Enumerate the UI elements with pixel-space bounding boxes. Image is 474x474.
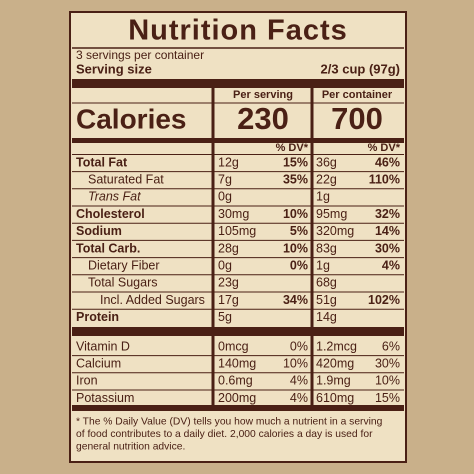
daily-value: 35% (283, 172, 308, 186)
nutrient-name: Calcium (76, 356, 121, 370)
calories-label: Calories (76, 103, 187, 134)
amount: 51g (316, 293, 337, 307)
calories-serving: 230 (237, 101, 289, 136)
daily-value: 102% (368, 293, 400, 307)
nutrient-name: Vitamin D (76, 339, 130, 353)
daily-value: 6% (382, 339, 400, 353)
nutrient-name: Cholesterol (76, 207, 145, 221)
daily-value: 15% (283, 155, 308, 169)
daily-value: 10% (283, 241, 308, 255)
nutrient-name: Protein (76, 310, 119, 324)
footnote-line: of food contributes to a daily diet. 2,0… (76, 429, 373, 440)
amount: 83g (316, 241, 337, 255)
amount: 0g (218, 190, 232, 204)
amount: 68g (316, 276, 337, 290)
amount: 0g (218, 258, 232, 272)
daily-value: 15% (375, 391, 400, 405)
daily-value: 10% (283, 207, 308, 221)
daily-value: 32% (375, 207, 400, 221)
nutrient-name: Iron (76, 374, 98, 388)
amount: 5g (218, 310, 232, 324)
daily-value: 4% (290, 374, 308, 388)
nutrient-name: Total Sugars (88, 276, 157, 290)
title: Nutrition Facts (128, 15, 348, 47)
amount: 1.2mcg (316, 339, 357, 353)
daily-value: 34% (283, 293, 308, 307)
amount: 200mg (218, 391, 256, 405)
daily-value: 14% (375, 224, 400, 238)
amount: 0mcg (218, 339, 249, 353)
daily-value: 4% (382, 258, 400, 272)
daily-value: 0% (290, 258, 308, 272)
daily-value: 0% (290, 339, 308, 353)
dv-header: % DV* (368, 142, 401, 154)
amount: 23g (218, 276, 239, 290)
nutrient-name: Total Carb. (76, 241, 140, 255)
footnote-line: general nutrition advice. (76, 442, 185, 453)
amount: 14g (316, 310, 337, 324)
amount: 140mg (218, 356, 256, 370)
amount: 0.6mg (218, 374, 253, 388)
serving-size-value: 2/3 cup (97g) (321, 61, 400, 76)
nutrient-name: Dietary Fiber (88, 258, 160, 272)
daily-value: 4% (290, 391, 308, 405)
daily-value: 110% (369, 172, 400, 186)
servings: 3 servings per container (76, 48, 204, 62)
amount: 36g (316, 155, 337, 169)
daily-value: 5% (290, 224, 308, 238)
serving-size-label: Serving size (76, 61, 152, 76)
amount: 610mg (316, 391, 354, 405)
daily-value: 30% (375, 241, 400, 255)
thick-rule (72, 79, 404, 88)
per-container-label: Per container (322, 89, 393, 101)
amount: 105mg (218, 224, 256, 238)
nutrient-name: Saturated Fat (88, 172, 164, 186)
medium-rule (72, 138, 404, 143)
thick-rule (72, 327, 404, 336)
amount: 1g (316, 190, 330, 204)
amount: 1.9mg (316, 374, 351, 388)
daily-value: 10% (375, 374, 400, 388)
daily-value: 30% (375, 356, 400, 370)
per-serving-label: Per serving (233, 89, 293, 101)
amount: 12g (218, 155, 239, 169)
amount: 420mg (316, 356, 354, 370)
daily-value: 46% (375, 155, 400, 169)
amount: 95mg (316, 207, 347, 221)
amount: 30mg (218, 207, 249, 221)
footnote-line: * The % Daily Value (DV) tells you how m… (76, 417, 383, 428)
daily-value: 10% (283, 356, 308, 370)
nutrient-name: Incl. Added Sugars (100, 293, 205, 307)
amount: 320mg (316, 224, 354, 238)
nutrient-name: Potassium (76, 391, 134, 405)
nutrient-name: Sodium (76, 224, 122, 238)
amount: 22g (316, 172, 337, 186)
amount: 17g (218, 293, 239, 307)
thick-rule (72, 405, 404, 411)
amount: 28g (218, 241, 239, 255)
amount: 7g (218, 172, 232, 186)
calories-container: 700 (331, 101, 383, 136)
nutrient-name: Total Fat (76, 155, 128, 169)
amount: 1g (316, 258, 330, 272)
nutrient-name: Trans Fat (88, 190, 141, 204)
dv-header: % DV* (276, 142, 309, 154)
